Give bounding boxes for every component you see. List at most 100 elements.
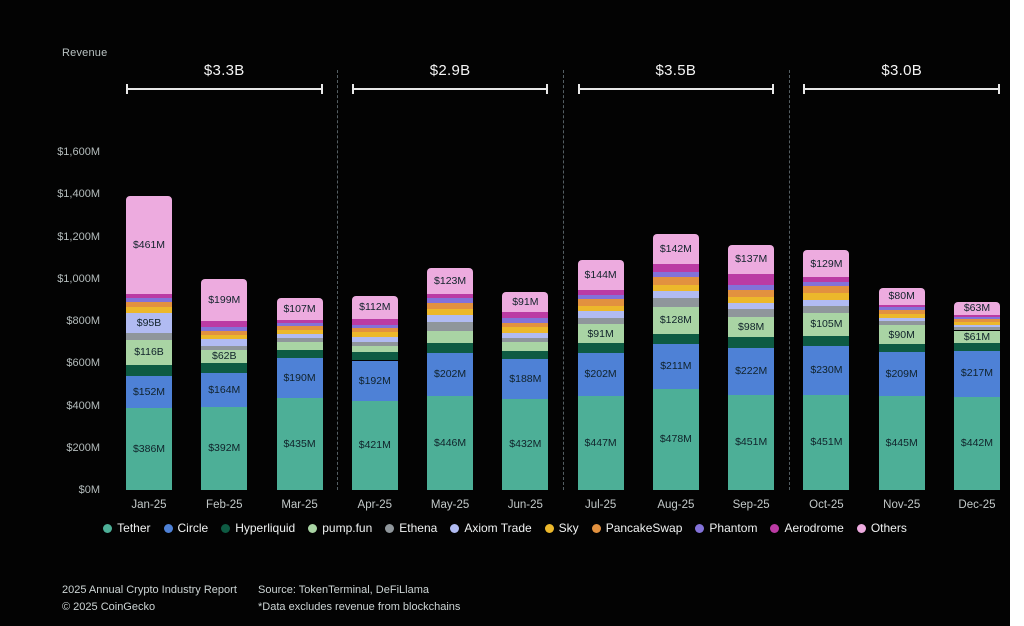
bar-segment-others[interactable]: $80M	[878, 288, 925, 306]
bar-segment-sky[interactable]	[803, 293, 850, 300]
bar-segment-pancakeswap[interactable]	[803, 285, 850, 294]
bar-segment-pump-fun[interactable]	[502, 342, 549, 351]
bar-segment-pancakeswap[interactable]	[728, 290, 775, 297]
bar-segment-circle[interactable]: $190M	[276, 357, 323, 399]
bar-segment-sky[interactable]	[953, 321, 1000, 325]
bar-segment-hyperliquid[interactable]	[126, 364, 172, 377]
bar-segment-ethena[interactable]	[728, 309, 775, 317]
bar-segment-sky[interactable]	[502, 327, 549, 333]
bar-segment-axiom-trade[interactable]	[276, 334, 323, 339]
bar-segment-phantom[interactable]	[878, 307, 925, 310]
bar-segment-others[interactable]: $144M	[577, 259, 624, 291]
bar-segment-phantom[interactable]	[953, 316, 1000, 320]
bar-segment-circle[interactable]: $152M	[126, 376, 172, 409]
bar-segment-axiom-trade[interactable]	[953, 324, 1000, 328]
bar-segment-sky[interactable]	[126, 307, 172, 313]
bar-segment-tether[interactable]: $421M	[351, 401, 398, 490]
bar-segment-pump-fun[interactable]: $128M	[652, 306, 699, 334]
bar-segment-pump-fun[interactable]: $61M	[953, 330, 1000, 344]
bar-segment-axiom-trade[interactable]	[878, 318, 925, 322]
bar-segment-pancakeswap[interactable]	[201, 330, 248, 335]
bar-segment-phantom[interactable]	[427, 298, 474, 303]
bar-segment-pancakeswap[interactable]	[652, 277, 699, 285]
legend-item-sky[interactable]: Sky	[544, 521, 579, 535]
bar-segment-axiom-trade[interactable]	[728, 302, 775, 310]
bar-segment-aerodrome[interactable]	[427, 294, 474, 299]
bar-segment-aerodrome[interactable]	[728, 273, 775, 285]
bar-segment-tether[interactable]: $478M	[652, 389, 699, 490]
bar-segment-sky[interactable]	[652, 284, 699, 291]
bar-segment-tether[interactable]: $435M	[276, 398, 323, 490]
bar-segment-pump-fun[interactable]: $105M	[803, 313, 850, 336]
bar-segment-ethena[interactable]	[427, 322, 474, 331]
bar-segment-tether[interactable]: $451M	[728, 394, 775, 490]
legend-item-phantom[interactable]: Phantom	[695, 521, 757, 535]
bar-segment-others[interactable]: $123M	[427, 268, 474, 295]
bar-segment-others[interactable]: $107M	[276, 297, 323, 321]
bar-segment-tether[interactable]: $386M	[126, 408, 172, 490]
bar-segment-phantom[interactable]	[201, 326, 248, 331]
bar-segment-aerodrome[interactable]	[953, 315, 1000, 317]
bar-segment-circle[interactable]: $188M	[502, 359, 549, 399]
bar-segment-pump-fun[interactable]: $90M	[878, 325, 925, 345]
bar-segment-tether[interactable]: $451M	[803, 394, 850, 490]
bar-segment-aerodrome[interactable]	[878, 305, 925, 308]
legend-item-axiom-trade[interactable]: Axiom Trade	[450, 521, 532, 535]
legend-item-tether[interactable]: Tether	[103, 521, 151, 535]
bar-segment-phantom[interactable]	[728, 284, 775, 291]
bar-segment-phantom[interactable]	[803, 281, 850, 286]
bar-segment-sky[interactable]	[577, 305, 624, 312]
bar-segment-pancakeswap[interactable]	[351, 327, 398, 332]
bar-segment-hyperliquid[interactable]	[803, 335, 850, 347]
bar-segment-aerodrome[interactable]	[803, 277, 850, 282]
bar-segment-axiom-trade[interactable]	[427, 315, 474, 323]
bar-segment-others[interactable]: $63M	[953, 301, 1000, 316]
bar-segment-pancakeswap[interactable]	[276, 326, 323, 330]
bar-segment-others[interactable]: $137M	[728, 244, 775, 274]
bar-segment-axiom-trade[interactable]	[351, 337, 398, 342]
bar-segment-pancakeswap[interactable]	[427, 302, 474, 309]
bar-segment-tether[interactable]: $446M	[427, 395, 474, 490]
bar-segment-pancakeswap[interactable]	[126, 302, 172, 308]
bar-segment-hyperliquid[interactable]	[351, 352, 398, 361]
bar-segment-ethena[interactable]	[126, 332, 172, 341]
bar-segment-hyperliquid[interactable]	[427, 342, 474, 354]
bar-segment-hyperliquid[interactable]	[577, 343, 624, 353]
bar-segment-pump-fun[interactable]: $98M	[728, 316, 775, 338]
bar-segment-pump-fun[interactable]	[427, 330, 474, 343]
bar-segment-pancakeswap[interactable]	[502, 322, 549, 328]
legend-item-ethena[interactable]: Ethena	[385, 521, 437, 535]
bar-segment-ethena[interactable]	[652, 298, 699, 307]
bar-segment-hyperliquid[interactable]	[878, 344, 925, 352]
bar-segment-axiom-trade[interactable]	[577, 311, 624, 318]
bar-segment-tether[interactable]: $392M	[201, 407, 248, 490]
bar-segment-ethena[interactable]	[351, 341, 398, 346]
bar-segment-axiom-trade[interactable]	[502, 332, 549, 338]
bar-segment-pump-fun[interactable]: $116B	[126, 340, 172, 365]
legend-item-hyperliquid[interactable]: Hyperliquid	[221, 521, 295, 535]
bar-segment-sky[interactable]	[276, 329, 323, 335]
bar-segment-sky[interactable]	[427, 308, 474, 316]
bar-segment-hyperliquid[interactable]	[728, 337, 775, 348]
bar-segment-hyperliquid[interactable]	[276, 349, 323, 358]
bar-segment-aerodrome[interactable]	[577, 290, 624, 295]
bar-segment-phantom[interactable]	[502, 318, 549, 323]
bar-segment-circle[interactable]: $211M	[652, 344, 699, 389]
bar-segment-sky[interactable]	[201, 334, 248, 340]
bar-segment-aerodrome[interactable]	[652, 264, 699, 272]
bar-segment-pump-fun[interactable]: $62B	[201, 349, 248, 364]
bar-segment-phantom[interactable]	[276, 322, 323, 327]
bar-segment-ethena[interactable]	[577, 317, 624, 325]
bar-segment-circle[interactable]: $230M	[803, 346, 850, 395]
bar-segment-hyperliquid[interactable]	[201, 363, 248, 373]
bar-segment-circle[interactable]: $164M	[201, 372, 248, 408]
bar-segment-others[interactable]: $129M	[803, 250, 850, 278]
bar-segment-pancakeswap[interactable]	[878, 310, 925, 314]
bar-segment-ethena[interactable]	[803, 306, 850, 314]
bar-segment-phantom[interactable]	[351, 324, 398, 328]
bar-segment-sky[interactable]	[878, 313, 925, 319]
bar-segment-circle[interactable]: $192M	[351, 360, 398, 402]
bar-segment-hyperliquid[interactable]	[652, 333, 699, 345]
bar-segment-others[interactable]: $91M	[502, 292, 549, 312]
bar-segment-phantom[interactable]	[126, 297, 172, 303]
